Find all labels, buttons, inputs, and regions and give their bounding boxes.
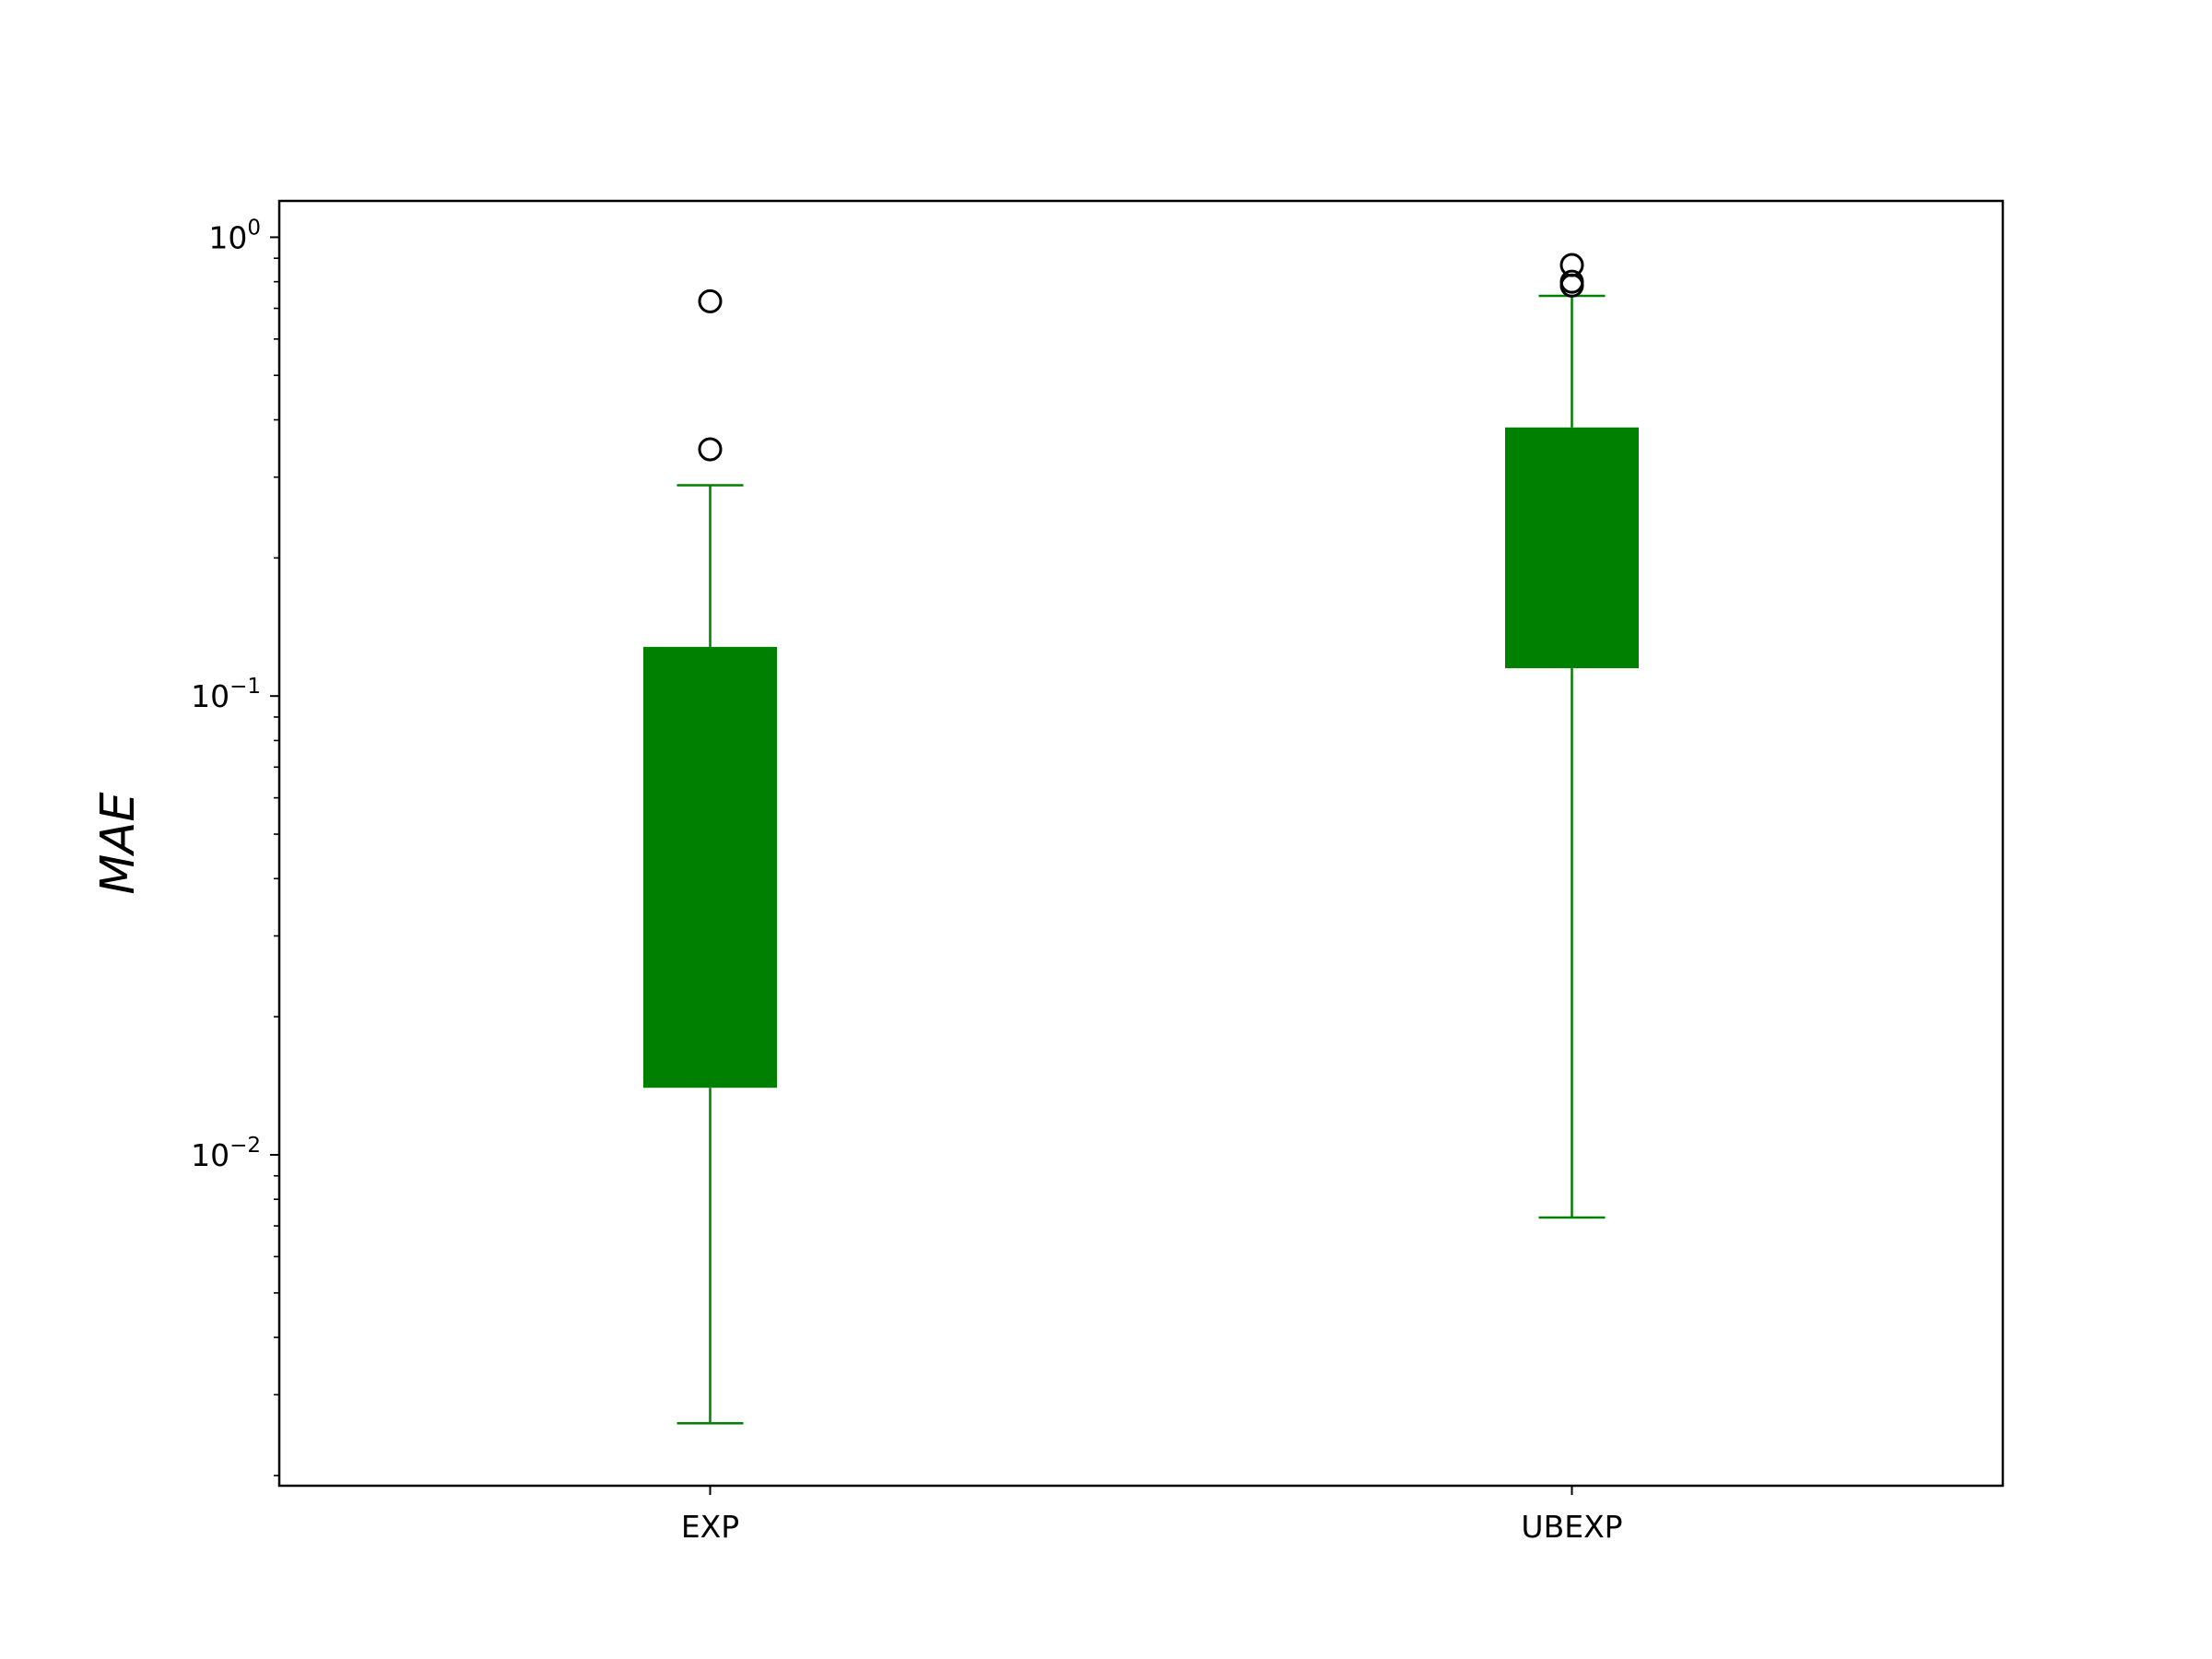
- outlier-point: [1559, 253, 1584, 277]
- x-tick-label: EXP: [681, 1509, 739, 1545]
- box-iqr: [643, 646, 777, 1088]
- y-tick-label: 10−2: [191, 1134, 261, 1173]
- box-group-ubexp: [1505, 253, 1639, 1219]
- y-tick-label: 100: [208, 216, 261, 255]
- x-axis: EXP UBEXP: [681, 1486, 1623, 1545]
- outlier-point: [698, 288, 723, 313]
- y-axis: 100 10−1 10−2: [191, 216, 279, 1477]
- box-group-exp: [643, 288, 777, 1425]
- x-tick-label: UBEXP: [1521, 1509, 1622, 1545]
- plot-layer: [643, 253, 1639, 1425]
- outlier-point: [698, 437, 723, 462]
- y-tick-label: 10−1: [191, 675, 261, 714]
- axes-frame: [277, 199, 2005, 1488]
- box-iqr: [1505, 427, 1639, 668]
- outlier-point: [1559, 269, 1584, 294]
- y-axis-label: MAE: [91, 792, 146, 895]
